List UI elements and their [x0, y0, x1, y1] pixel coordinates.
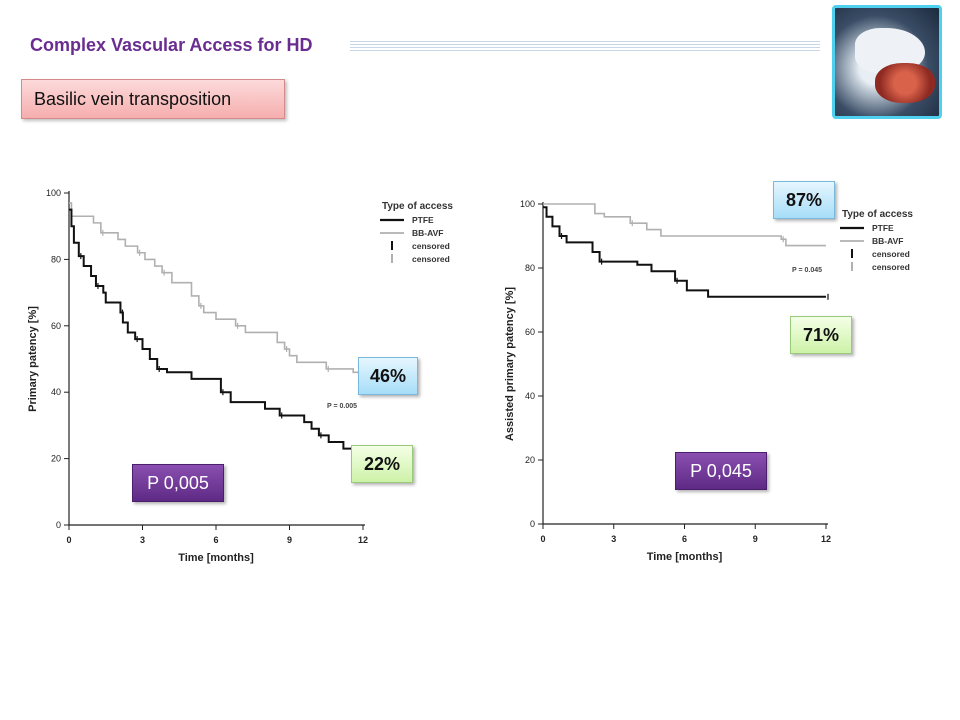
y-tick-label: 100 [520, 199, 535, 209]
surgery-photo [832, 5, 942, 119]
right-bbavf-callout: 87% [773, 181, 835, 219]
title-rule [350, 41, 820, 51]
subtitle-box: Basilic vein transposition [21, 79, 285, 119]
slide-title: Complex Vascular Access for HD [30, 35, 313, 55]
series-line-ptfe [69, 208, 364, 452]
x-tick-label: 6 [682, 534, 687, 544]
y-tick-label: 60 [525, 327, 535, 337]
y-tick-label: 40 [51, 387, 61, 397]
x-tick-label: 9 [287, 535, 292, 545]
series-line-bb-avf [69, 202, 363, 374]
y-tick-label: 20 [51, 454, 61, 464]
x-tick-label: 12 [358, 535, 368, 545]
p-value-label: P = 0.045 [792, 267, 822, 274]
kaplan-meier-chart-assisted: 0 20 40 60 80 100 0 3 6 9 12 Time [months] Assisted … [504, 199, 913, 563]
y-tick-label: 20 [525, 455, 535, 465]
tissue-shape [875, 63, 935, 103]
x-axis-label: Time [months] [178, 552, 254, 564]
y-tick-label: 40 [525, 391, 535, 401]
x-axis-label: Time [months] [647, 551, 723, 563]
legend-label: PTFE [872, 223, 894, 233]
legend-label: BB-AVF [872, 236, 903, 246]
x-tick-label: 9 [753, 534, 758, 544]
x-tick-label: 12 [821, 534, 831, 544]
legend-label: censored [412, 254, 450, 264]
legend-label: PTFE [412, 215, 434, 225]
y-tick-label: 60 [51, 321, 61, 331]
right-ptfe-callout: 71% [790, 316, 852, 354]
kaplan-meier-chart-primary: 0 20 40 60 80 100 0 3 6 9 12 Time [months] Primary p… [27, 188, 453, 564]
legend-label: censored [872, 262, 910, 272]
legend-label: censored [872, 249, 910, 259]
x-tick-label: 0 [66, 535, 71, 545]
legend-label: censored [412, 241, 450, 251]
legend-title: Type of access [842, 209, 913, 220]
left-p-value-callout: P 0,005 [132, 464, 224, 502]
y-tick-label: 80 [51, 254, 61, 264]
y-axis-label: Primary patency [%] [27, 306, 39, 412]
y-tick-label: 0 [56, 520, 61, 530]
legend-label: BB-AVF [412, 228, 443, 238]
series-line-ptfe [543, 206, 826, 298]
p-value-label: P = 0.005 [327, 403, 357, 410]
left-bbavf-callout: 46% [358, 357, 418, 395]
right-p-value-callout: P 0,045 [675, 452, 767, 490]
left-ptfe-callout: 22% [351, 445, 413, 483]
legend-title: Type of access [382, 201, 453, 212]
y-tick-label: 0 [530, 519, 535, 529]
y-tick-label: 100 [46, 188, 61, 198]
x-tick-label: 6 [213, 535, 218, 545]
x-tick-label: 3 [140, 535, 145, 545]
y-tick-label: 80 [525, 263, 535, 273]
y-axis-label: Assisted primary patency [%] [504, 287, 516, 441]
x-tick-label: 0 [540, 534, 545, 544]
x-tick-label: 3 [611, 534, 616, 544]
